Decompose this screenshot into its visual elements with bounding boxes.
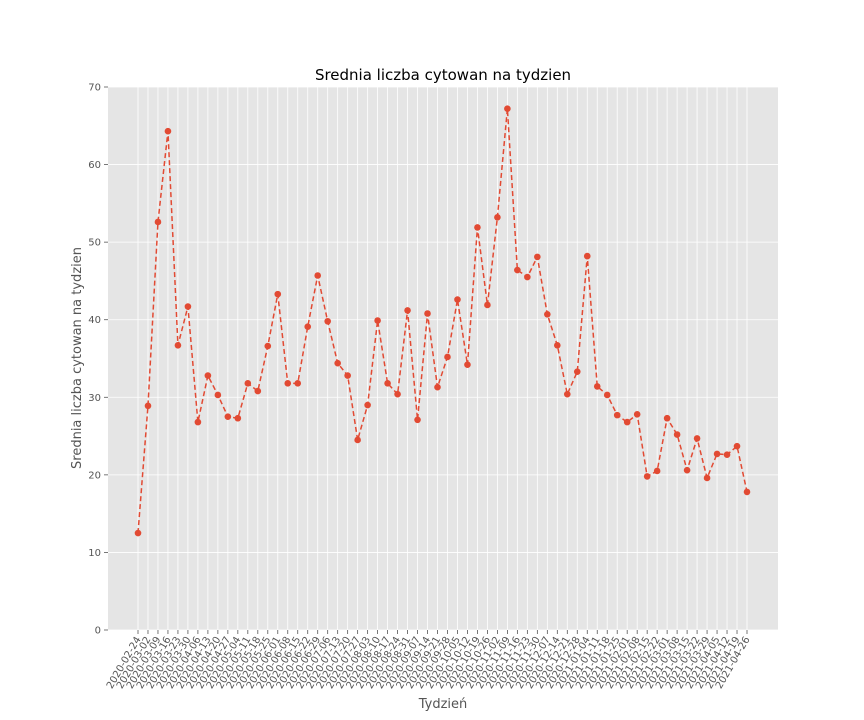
data-point [603, 391, 611, 399]
data-point [563, 390, 571, 398]
data-point [683, 466, 691, 474]
data-point [653, 467, 661, 475]
data-point [384, 380, 391, 387]
data-point [504, 105, 511, 113]
data-point [743, 488, 751, 496]
x-axis-label: Tydzień [418, 697, 468, 712]
data-point [204, 372, 212, 379]
data-point [633, 411, 641, 418]
y-tick-label: 10 [88, 548, 101, 559]
data-point [703, 474, 711, 482]
data-point [324, 317, 331, 325]
y-axis-ticks: 0 10 20 30 40 50 60 70 [88, 83, 108, 637]
data-point [264, 342, 272, 350]
data-point [494, 214, 501, 221]
data-point [244, 380, 252, 387]
data-point [344, 372, 351, 379]
data-point [593, 383, 601, 390]
data-point [274, 290, 282, 298]
data-point [314, 272, 322, 279]
data-point [643, 473, 651, 480]
data-point [374, 317, 381, 324]
data-point [214, 391, 222, 399]
data-point [434, 383, 441, 391]
data-point [544, 310, 551, 318]
y-tick-label: 0 [95, 626, 101, 637]
data-point [693, 435, 701, 442]
y-axis-label: Srednia liczba cytowan na tydzien [70, 247, 85, 469]
chart-title: Srednia liczba cytowan na tydzien [315, 66, 571, 84]
data-point [294, 380, 302, 387]
data-point [364, 401, 371, 409]
data-point [583, 252, 591, 260]
data-point [224, 413, 232, 420]
data-point [194, 418, 202, 426]
data-point [514, 266, 521, 274]
data-point [524, 273, 531, 281]
y-tick-label: 20 [88, 470, 101, 481]
data-point [414, 416, 421, 424]
data-point [184, 303, 192, 310]
data-point [484, 301, 491, 309]
data-point [464, 361, 471, 369]
data-point [723, 451, 731, 458]
data-point [134, 529, 142, 537]
data-point [713, 450, 721, 458]
data-point [733, 442, 741, 450]
grid-lines [108, 86, 778, 631]
data-point [534, 253, 541, 261]
data-point [673, 431, 681, 438]
y-tick-label: 50 [88, 238, 101, 249]
data-point [424, 310, 431, 317]
data-point [613, 411, 621, 419]
y-tick-label: 40 [88, 315, 101, 326]
data-point [144, 402, 152, 410]
y-tick-label: 60 [88, 160, 101, 171]
data-point [394, 390, 401, 398]
y-tick-label: 70 [88, 83, 101, 94]
y-tick-label: 30 [88, 393, 101, 404]
data-point [554, 342, 561, 349]
data-point [573, 368, 581, 375]
data-point [623, 418, 631, 426]
data-point [354, 436, 361, 444]
data-point [164, 127, 172, 135]
data-point [154, 218, 162, 226]
data-point [454, 296, 461, 303]
data-point [334, 359, 341, 367]
data-points [134, 105, 751, 537]
series-line [137, 108, 748, 534]
data-point [254, 387, 262, 395]
data-point [234, 414, 242, 422]
data-point [663, 414, 671, 422]
x-axis-ticks: 2020-02-242020-03-022020-03-092020-03-16… [105, 630, 753, 691]
data-point [474, 224, 481, 231]
data-point [444, 353, 451, 361]
data-point [404, 307, 411, 314]
plot-background [108, 87, 778, 630]
data-point [174, 342, 182, 349]
data-point [284, 380, 292, 387]
data-point [304, 323, 312, 330]
